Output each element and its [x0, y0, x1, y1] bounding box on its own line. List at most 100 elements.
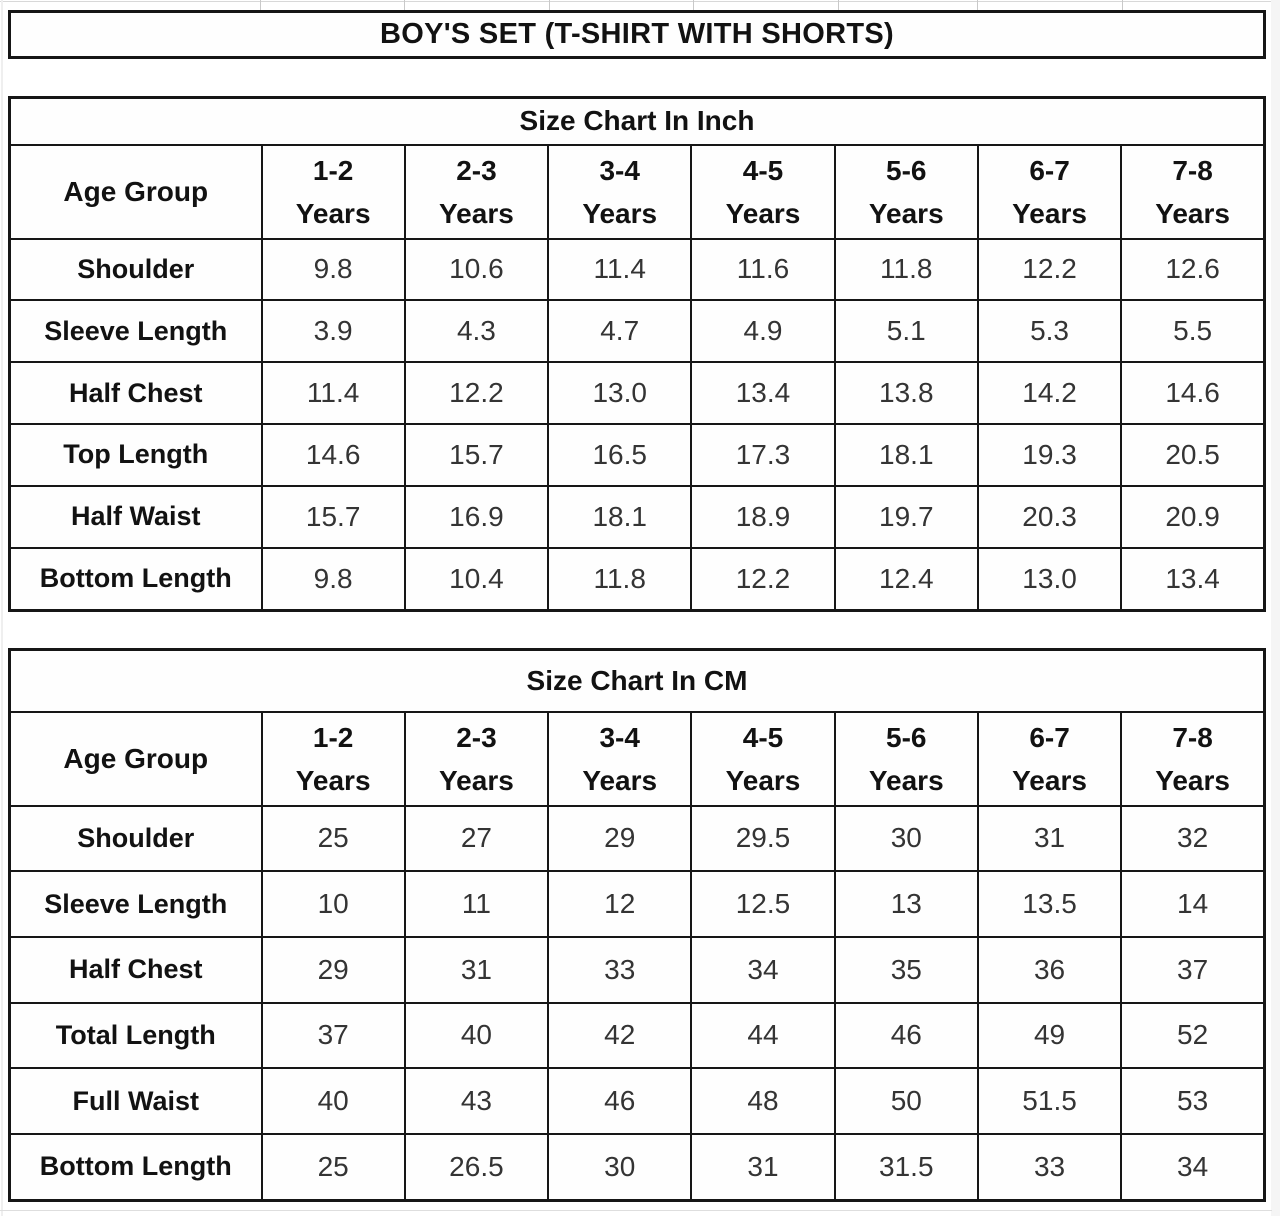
measurement-value: 3.9	[260, 299, 406, 364]
measurement-value: 12.6	[1120, 237, 1266, 302]
measurement-value: 42	[547, 1001, 693, 1070]
measurement-value: 44	[690, 1001, 836, 1070]
right-margin-strip	[1271, 0, 1280, 1216]
measurement-value: 13.4	[1120, 546, 1266, 612]
measurement-row: Bottom Length 9.8 10.4 11.8 12.2 12.4 13.0 13.4	[8, 546, 1266, 612]
measurement-value: 17.3	[690, 423, 836, 487]
measurement-row: Shoulder 9.8 10.6 11.4 11.6 11.8 12.2 12.6	[8, 237, 1266, 302]
measurement-value: 19.7	[833, 484, 979, 549]
measurement-value: 33	[976, 1132, 1123, 1202]
measurement-label: Bottom Length	[8, 546, 263, 612]
measurement-value: 11.8	[833, 237, 979, 302]
age-unit-text: Years	[1155, 764, 1230, 796]
measurement-value: 48	[690, 1067, 836, 1135]
measurement-value: 4.9	[690, 299, 836, 364]
measurement-value: 29.5	[690, 804, 836, 873]
measurement-value: 31	[976, 804, 1123, 873]
age-unit-text: Years	[1012, 764, 1087, 796]
measurement-row: Half Waist 15.7 16.9 18.1 18.9 19.7 20.3 20.9	[8, 484, 1266, 549]
measurement-value: 46	[547, 1067, 693, 1135]
measurement-value: 4.3	[403, 299, 550, 364]
measurement-value: 12.2	[976, 237, 1123, 302]
measurement-value: 12.2	[403, 361, 550, 426]
measurement-value: 16.5	[547, 423, 693, 487]
age-group-header: 2-3 Years	[403, 710, 550, 807]
size-chart-inch-table: Size Chart In Inch Age Group 1-2 Years 2-3 Ye…	[8, 96, 1266, 612]
age-range-text: 7-8	[1172, 721, 1213, 753]
measurement-label: Shoulder	[8, 804, 263, 873]
measurement-value: 29	[547, 804, 693, 873]
age-group-header: 2-3 Years	[403, 143, 550, 240]
measurement-label: Top Length	[8, 423, 263, 487]
measurement-label: Half Chest	[8, 935, 263, 1004]
measurement-value: 9.8	[260, 237, 406, 302]
measurement-row: Shoulder 25 27 29 29.5 30 31 32	[8, 804, 1266, 873]
measurement-value: 5.3	[976, 299, 1123, 364]
measurement-value: 18.1	[547, 484, 693, 549]
age-group-header: 5-6 Years	[833, 143, 979, 240]
measurement-value: 14.2	[976, 361, 1123, 426]
measurement-value: 37	[260, 1001, 406, 1070]
age-group-header: 4-5 Years	[690, 710, 836, 807]
measurement-value: 16.9	[403, 484, 550, 549]
age-group-header: 7-8 Years	[1120, 710, 1266, 807]
measurement-label: Total Length	[8, 1001, 263, 1070]
measurement-value: 4.7	[547, 299, 693, 364]
age-group-header: 7-8 Years	[1120, 143, 1266, 240]
measurement-value: 10.6	[403, 237, 550, 302]
age-range-text: 4-5	[742, 154, 784, 186]
measurement-value: 46	[833, 1001, 979, 1070]
spreadsheet-gridline-horizontal	[0, 1, 1280, 2]
age-range-text: 4-5	[742, 721, 784, 753]
measurement-value: 31	[403, 935, 550, 1004]
measurement-value: 9.8	[260, 546, 406, 612]
measurement-value: 49	[976, 1001, 1123, 1070]
measurement-value: 20.5	[1120, 423, 1266, 487]
measurement-value: 43	[403, 1067, 550, 1135]
age-unit-text: Years	[439, 764, 514, 796]
measurement-value: 26.5	[403, 1132, 550, 1202]
measurement-value: 15.7	[403, 423, 550, 487]
measurement-label: Sleeve Length	[8, 299, 263, 364]
age-group-header: 4-5 Years	[690, 143, 836, 240]
measurement-value: 13	[833, 870, 979, 938]
measurement-value: 15.7	[260, 484, 406, 549]
measurement-value: 30	[833, 804, 979, 873]
age-range-text: 6-7	[1029, 721, 1070, 753]
table-title: Size Chart In CM	[8, 648, 1266, 713]
measurement-value: 12.4	[833, 546, 979, 612]
spreadsheet-gridline-vertical	[693, 0, 694, 10]
measurement-label: Half Chest	[8, 361, 263, 426]
measurement-row: Sleeve Length 3.9 4.3 4.7 4.9 5.1 5.3 5.5	[8, 299, 1266, 364]
age-unit-text: Years	[868, 764, 944, 796]
measurement-value: 20.3	[976, 484, 1123, 549]
age-unit-text: Years	[582, 197, 658, 229]
measurement-value: 14	[1120, 870, 1266, 938]
age-unit-text: Years	[725, 197, 801, 229]
age-unit-text: Years	[868, 197, 944, 229]
measurement-value: 40	[403, 1001, 550, 1070]
age-unit-text: Years	[725, 764, 801, 796]
table-title: Size Chart In Inch	[8, 96, 1266, 146]
measurement-value: 52	[1120, 1001, 1266, 1070]
measurement-row: Bottom Length 25 26.5 30 31 31.5 33 34	[8, 1132, 1266, 1202]
age-group-header: 3-4 Years	[547, 710, 693, 807]
measurement-value: 18.1	[833, 423, 979, 487]
left-edge-line	[1, 0, 3, 1216]
measurement-value: 51.5	[976, 1067, 1123, 1135]
measurement-label: Half Waist	[8, 484, 263, 549]
measurement-value: 11.8	[547, 546, 693, 612]
age-group-header: 1-2 Years	[260, 710, 406, 807]
measurement-row: Half Chest 11.4 12.2 13.0 13.4 13.8 14.2 14.6	[8, 361, 1266, 426]
age-range-text: 3-4	[599, 154, 640, 186]
age-group-header: 6-7 Years	[976, 710, 1123, 807]
measurement-value: 34	[1120, 1132, 1266, 1202]
measurement-value: 13.0	[547, 361, 693, 426]
measurement-value: 13.4	[690, 361, 836, 426]
age-range-text: 5-6	[886, 721, 927, 753]
measurement-value: 20.9	[1120, 484, 1266, 549]
measurement-row: Total Length 37 40 42 44 46 49 52	[8, 1001, 1266, 1070]
measurement-value: 11.4	[260, 361, 406, 426]
age-unit-text: Years	[295, 197, 371, 229]
measurement-label: Shoulder	[8, 237, 263, 302]
